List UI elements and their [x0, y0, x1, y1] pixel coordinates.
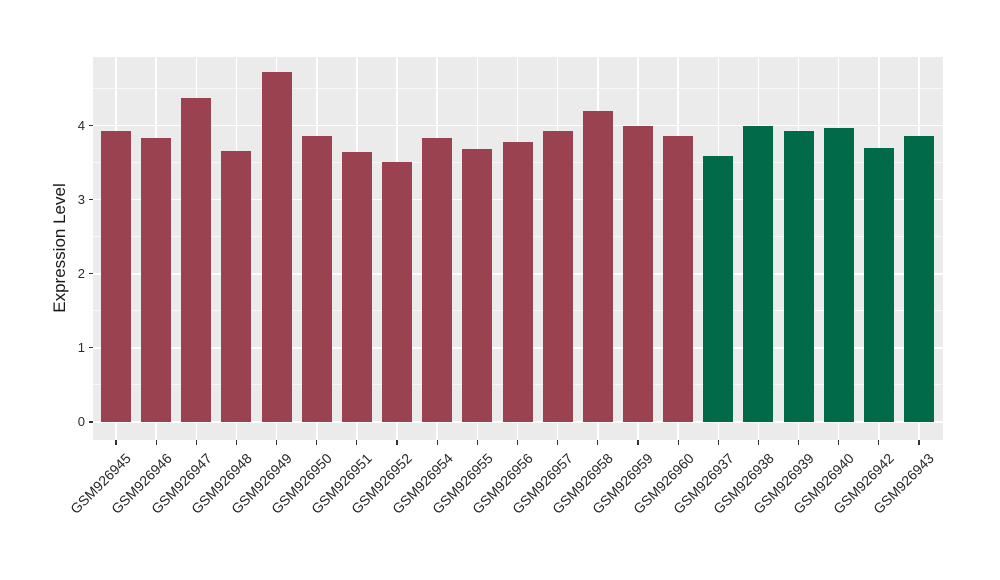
- bar-GSM926950: [301, 135, 332, 422]
- x-tick: [797, 440, 800, 445]
- bar-GSM926960: [663, 135, 694, 422]
- x-tick: [316, 440, 318, 445]
- bar-GSM926940: [823, 127, 854, 422]
- x-tick: [838, 440, 840, 445]
- bar-GSM926956: [502, 141, 533, 422]
- x-tick: [155, 440, 157, 445]
- bar-GSM926939: [783, 130, 814, 422]
- x-tick: [557, 440, 559, 445]
- x-tick: [115, 440, 117, 445]
- x-tick: [476, 440, 478, 445]
- y-tick-label: 0: [77, 414, 85, 429]
- bar-GSM926943: [904, 135, 934, 422]
- major-gridline: [93, 421, 943, 423]
- x-tick: [356, 440, 358, 445]
- x-tick: [597, 440, 599, 445]
- bar-GSM926951: [341, 151, 372, 422]
- y-tick-label: 1: [77, 339, 85, 355]
- major-gridline: [93, 124, 943, 127]
- bar-GSM926959: [622, 125, 653, 422]
- y-tick-label: 3: [77, 191, 85, 207]
- bar-GSM926942: [863, 147, 894, 422]
- x-tick: [878, 440, 880, 445]
- bar-GSM926957: [542, 130, 573, 422]
- y-tick: [88, 125, 93, 127]
- x-tick: [276, 440, 278, 445]
- x-tick: [195, 440, 197, 445]
- bar-GSM926954: [422, 138, 453, 422]
- x-tick: [235, 440, 238, 445]
- y-tick: [88, 199, 93, 201]
- bar-GSM926958: [582, 110, 613, 422]
- x-tick: [717, 440, 719, 445]
- x-tick: [757, 440, 759, 445]
- bar-GSM926945: [101, 130, 131, 422]
- x-tick: [918, 440, 920, 445]
- bar-GSM926947: [181, 98, 212, 422]
- x-tick: [677, 440, 679, 445]
- bar-GSM926948: [221, 150, 252, 422]
- y-tick: [88, 273, 93, 275]
- y-tick-label: 2: [77, 265, 85, 281]
- x-tick: [637, 440, 639, 445]
- minor-gridline: [93, 88, 943, 90]
- x-tick: [436, 440, 438, 445]
- bar-GSM926937: [703, 155, 734, 422]
- y-tick: [88, 347, 93, 349]
- bar-GSM926938: [743, 125, 774, 422]
- x-tick: [516, 440, 519, 445]
- bar-GSM926955: [462, 148, 493, 422]
- y-tick: [88, 421, 93, 423]
- bar-GSM926949: [261, 72, 292, 422]
- y-tick-label: 4: [77, 117, 85, 133]
- x-tick: [396, 440, 398, 445]
- bar-GSM926946: [141, 138, 172, 422]
- plot-panel: [93, 57, 943, 440]
- bar-GSM926952: [382, 161, 413, 422]
